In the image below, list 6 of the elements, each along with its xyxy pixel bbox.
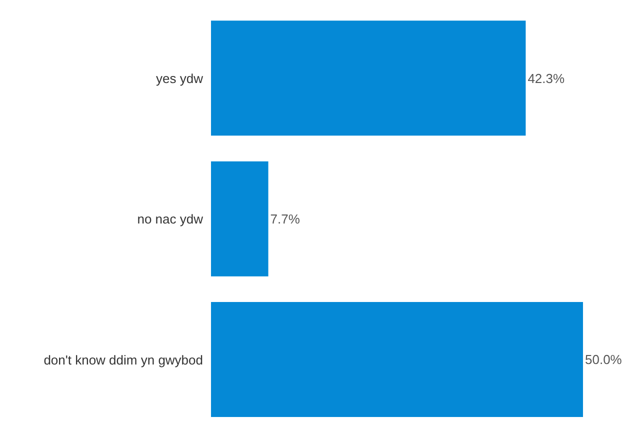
data-label: 50.0%: [585, 352, 622, 368]
data-label: 7.7%: [270, 211, 300, 226]
y-tick-label: no nac ydw: [137, 212, 204, 227]
y-tick-label: yes ydw: [156, 70, 204, 86]
y-tick-label: don't know ddim yn gwybod: [44, 352, 203, 368]
data-label: 42.3%: [528, 70, 566, 86]
